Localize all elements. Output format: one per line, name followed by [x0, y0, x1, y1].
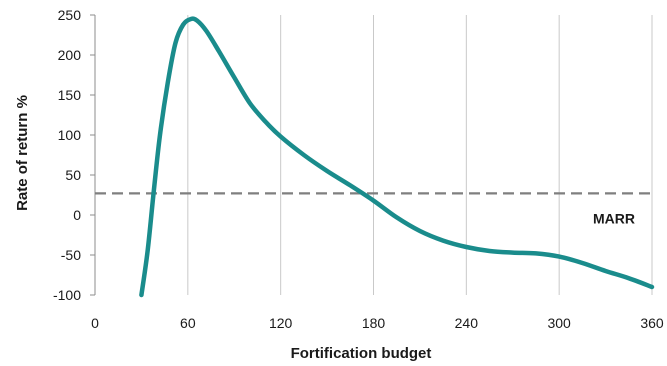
axes	[90, 14, 96, 296]
marr-label: MARR	[593, 210, 635, 226]
y-tick-label: 50	[65, 167, 81, 183]
x-tick-labels: 0 60 120 180 240 300 360	[91, 315, 664, 331]
y-tick-label: -100	[53, 287, 81, 303]
grid-lines	[187, 15, 653, 295]
x-tick-label: 300	[547, 315, 571, 331]
y-tick-label: 100	[58, 127, 82, 143]
series-line-0	[139, 16, 655, 298]
x-tick-label: 120	[269, 315, 293, 331]
x-tick-label: 180	[362, 315, 386, 331]
x-tick-label: 0	[91, 315, 99, 331]
y-tick-label: 150	[58, 87, 82, 103]
y-tick-label: 200	[58, 47, 82, 63]
y-tick-labels: -100 -50 0 50 100 150 200 250	[53, 7, 81, 303]
series-group	[139, 16, 655, 298]
reference-lines: MARR	[95, 192, 652, 226]
y-tick-label: -50	[61, 247, 81, 263]
y-axis-title: Rate of return %	[14, 95, 31, 211]
y-tick-label: 0	[73, 207, 81, 223]
y-tick-label: 250	[58, 7, 82, 23]
x-tick-label: 240	[455, 315, 479, 331]
x-tick-label: 60	[180, 315, 196, 331]
x-axis-title: Fortification budget	[291, 345, 432, 362]
x-tick-label: 360	[640, 315, 664, 331]
